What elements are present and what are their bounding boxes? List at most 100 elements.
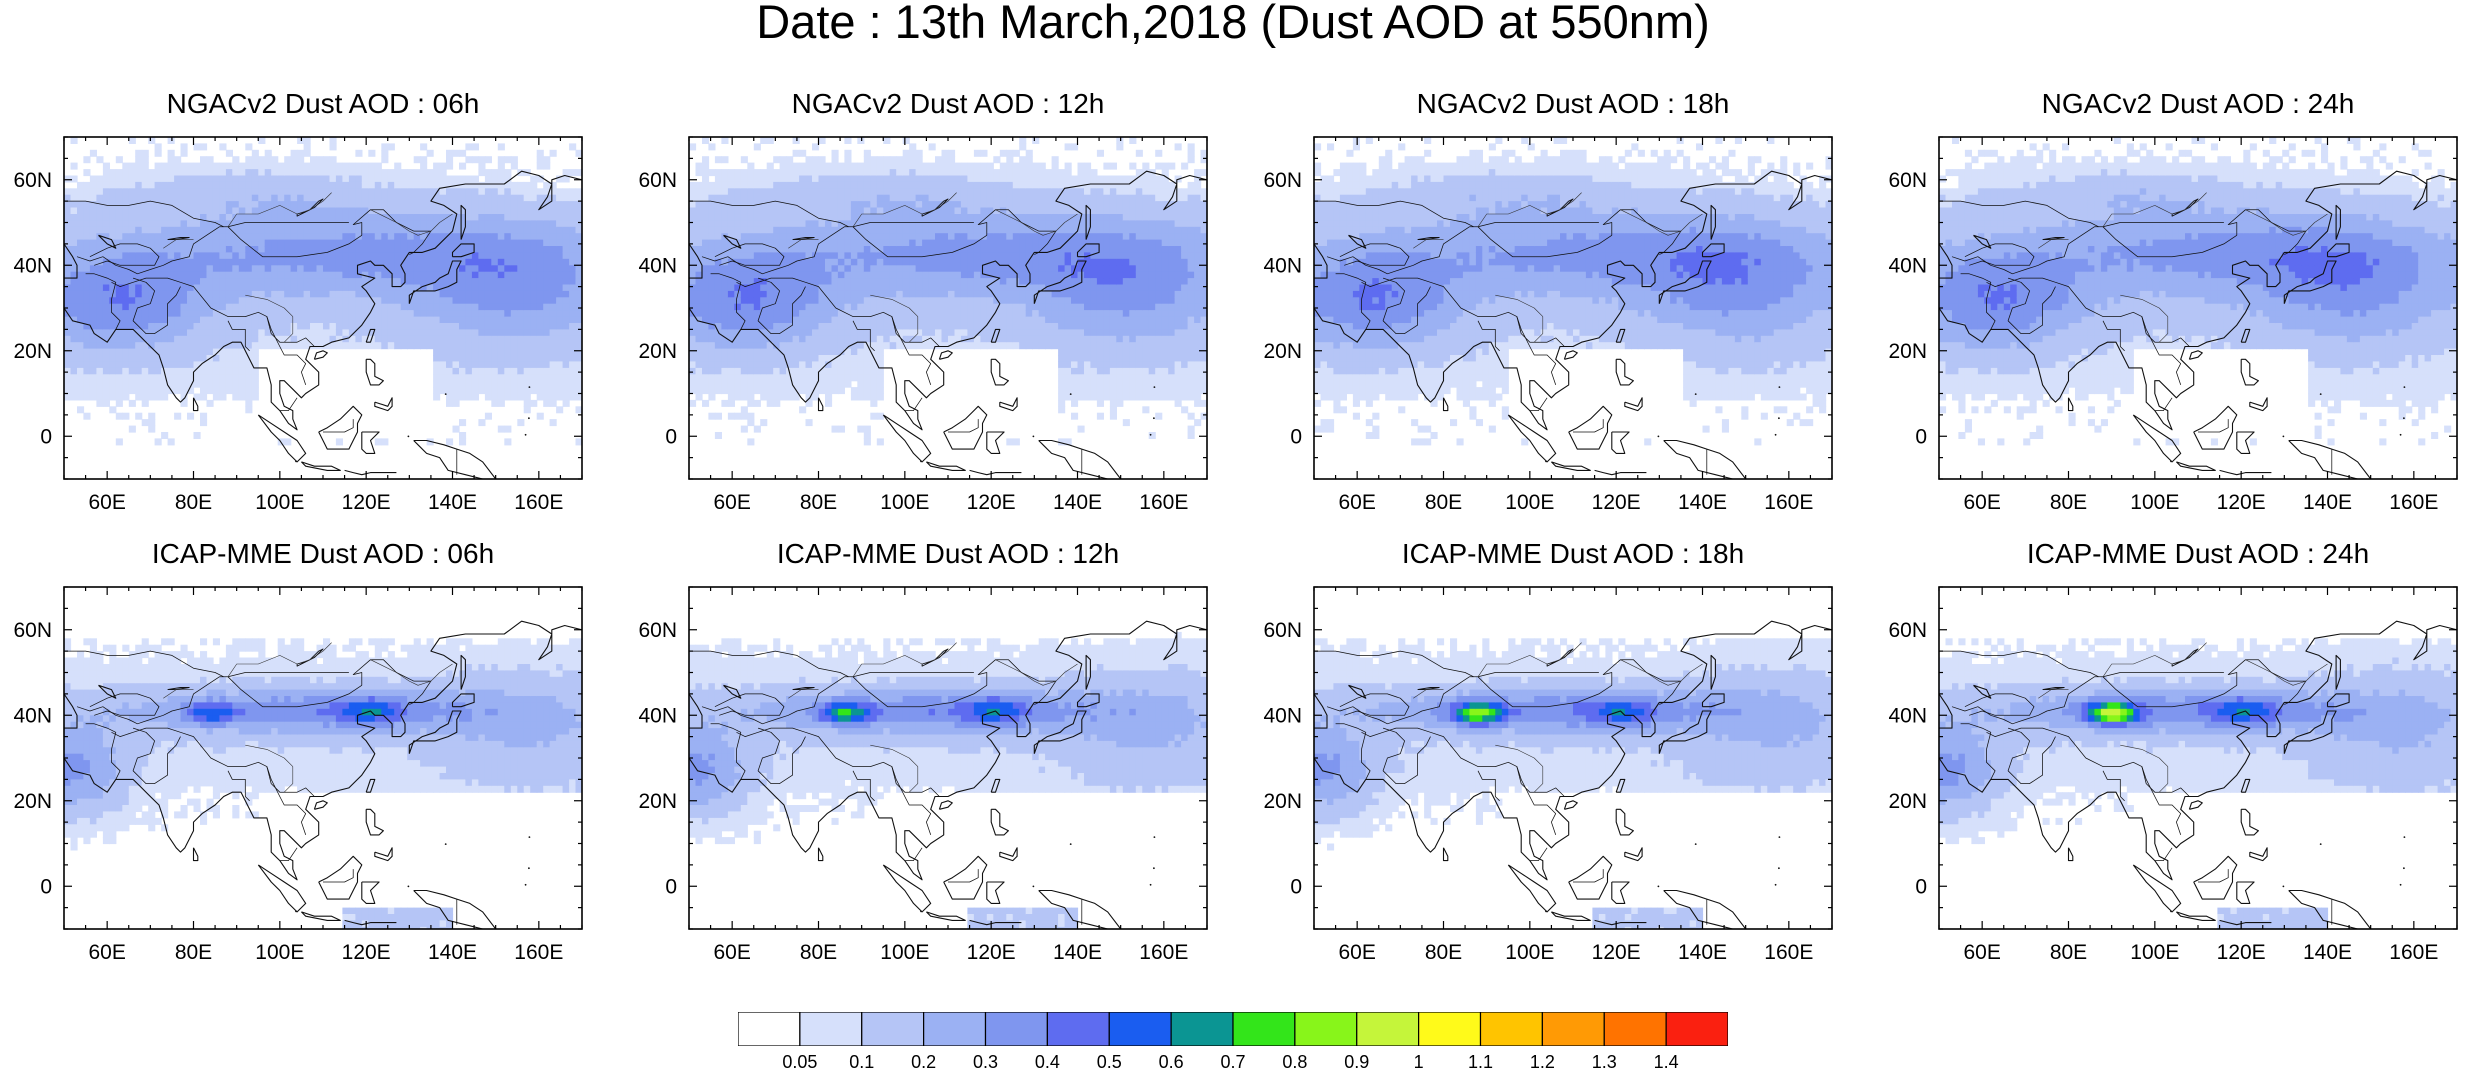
lat-tick-label: 20N — [638, 340, 677, 363]
colorbar-swatch — [1109, 1012, 1171, 1046]
panel-title: NGACv2 Dust AOD : 18h — [1314, 88, 1832, 120]
lat-tick-label: 40N — [1263, 254, 1302, 277]
lon-tick-label: 80E — [1425, 491, 1462, 514]
lon-tick-label: 160E — [1139, 941, 1188, 964]
lon-tick-label: 80E — [175, 941, 212, 964]
lon-tick-label: 60E — [713, 941, 750, 964]
lon-tick-label: 140E — [428, 491, 477, 514]
lon-tick-label: 100E — [1505, 491, 1554, 514]
colorbar-label: 0.2 — [911, 1052, 936, 1073]
lon-tick-label: 60E — [1338, 941, 1375, 964]
lat-tick-label: 20N — [13, 340, 52, 363]
aod-field — [64, 638, 583, 934]
lon-tick-label: 100E — [255, 941, 304, 964]
lat-tick-label: 40N — [1888, 254, 1927, 277]
lat-tick-label: 60N — [1888, 169, 1927, 192]
lon-tick-label: 100E — [2130, 941, 2179, 964]
colorbar-swatch — [1604, 1012, 1666, 1046]
colorbar-label: 0.8 — [1282, 1052, 1307, 1073]
aod-field — [1939, 638, 2458, 934]
lat-tick-label: 40N — [1263, 704, 1302, 727]
colorbar-label: 0.4 — [1035, 1052, 1060, 1073]
colorbar-label: 1.1 — [1468, 1052, 1493, 1073]
lon-tick-label: 120E — [1592, 941, 1641, 964]
panel-title: ICAP-MME Dust AOD : 24h — [1939, 538, 2457, 570]
colorbar-swatch — [738, 1012, 800, 1046]
colorbar-swatch — [924, 1012, 986, 1046]
lon-tick-label: 160E — [2389, 941, 2438, 964]
colorbar-swatch — [800, 1012, 862, 1046]
colorbar-swatch — [1047, 1012, 1109, 1046]
lat-tick-label: 40N — [1888, 704, 1927, 727]
lon-tick-label: 140E — [2303, 941, 2352, 964]
colorbar-label: 0.6 — [1159, 1052, 1184, 1073]
lat-tick-label: 60N — [638, 619, 677, 642]
lon-tick-label: 60E — [88, 941, 125, 964]
panel-title: ICAP-MME Dust AOD : 06h — [64, 538, 582, 570]
lat-tick-label: 40N — [13, 254, 52, 277]
lat-tick-label: 20N — [1888, 790, 1927, 813]
colorbar-swatch — [862, 1012, 924, 1046]
lon-tick-label: 160E — [1764, 941, 1813, 964]
lat-tick-label: 60N — [1263, 169, 1302, 192]
lat-tick-label: 60N — [13, 169, 52, 192]
lon-tick-label: 100E — [880, 941, 929, 964]
colorbar-swatch — [1419, 1012, 1481, 1046]
lat-tick-label: 0 — [665, 425, 677, 448]
lon-tick-label: 160E — [1764, 491, 1813, 514]
lon-tick-label: 80E — [1425, 941, 1462, 964]
lon-tick-label: 140E — [1053, 491, 1102, 514]
lat-tick-label: 60N — [1888, 619, 1927, 642]
lat-tick-label: 40N — [638, 254, 677, 277]
lat-tick-label: 0 — [1915, 875, 1927, 898]
lon-tick-label: 100E — [255, 491, 304, 514]
lat-tick-label: 20N — [638, 790, 677, 813]
lon-tick-label: 140E — [1678, 491, 1727, 514]
lon-tick-label: 80E — [2050, 491, 2087, 514]
lon-tick-label: 140E — [428, 941, 477, 964]
lon-tick-label: 120E — [342, 941, 391, 964]
lon-tick-label: 120E — [2217, 491, 2266, 514]
lon-tick-label: 120E — [342, 491, 391, 514]
lon-tick-label: 160E — [1139, 491, 1188, 514]
lat-tick-label: 60N — [638, 169, 677, 192]
panel-title: NGACv2 Dust AOD : 06h — [64, 88, 582, 120]
colorbar-label: 1.4 — [1654, 1052, 1679, 1073]
colorbar-label: 0.05 — [782, 1052, 817, 1073]
lat-tick-label: 20N — [1263, 340, 1302, 363]
lon-tick-label: 60E — [1338, 491, 1375, 514]
lat-tick-label: 0 — [40, 425, 52, 448]
colorbar-label: 0.3 — [973, 1052, 998, 1073]
colorbar-swatch — [1233, 1012, 1295, 1046]
lat-tick-label: 20N — [1263, 790, 1302, 813]
panel-title: ICAP-MME Dust AOD : 12h — [689, 538, 1207, 570]
lat-tick-label: 60N — [1263, 619, 1302, 642]
lon-tick-label: 80E — [800, 491, 837, 514]
colorbar-swatch — [1666, 1012, 1728, 1046]
lon-tick-label: 120E — [967, 491, 1016, 514]
lon-tick-label: 60E — [1963, 941, 2000, 964]
figure-title: Date : 13th March,2018 (Dust AOD at 550n… — [0, 0, 2466, 44]
colorbar-swatch — [1171, 1012, 1233, 1046]
lon-tick-label: 60E — [1963, 491, 2000, 514]
colorbar-label: 0.9 — [1344, 1052, 1369, 1073]
lat-tick-label: 40N — [13, 704, 52, 727]
lon-tick-label: 120E — [967, 941, 1016, 964]
colorbar-label: 0.7 — [1220, 1052, 1245, 1073]
